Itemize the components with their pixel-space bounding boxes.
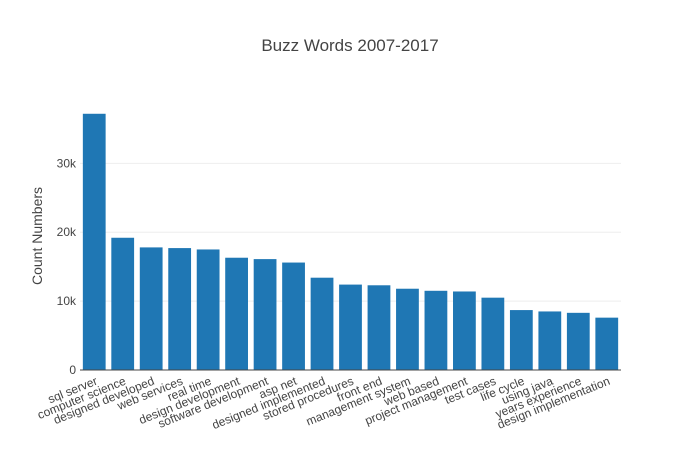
bars-layer xyxy=(82,113,619,370)
y-axis-label: Count Numbers xyxy=(29,187,45,285)
bar xyxy=(424,290,448,370)
bar xyxy=(538,311,562,370)
bar xyxy=(453,291,476,370)
bar xyxy=(253,259,277,370)
y-tick-labels: 0 10k 20k 30k xyxy=(57,156,77,377)
bar xyxy=(139,247,163,370)
bar xyxy=(168,248,192,370)
bar xyxy=(225,257,248,370)
bar xyxy=(396,288,419,370)
bar xyxy=(310,277,334,370)
y-tick-label: 30k xyxy=(57,156,77,170)
y-tick-label: 10k xyxy=(57,294,77,308)
bar xyxy=(282,262,305,370)
bar xyxy=(595,317,619,370)
bar xyxy=(82,113,106,370)
bar xyxy=(367,285,391,370)
bar xyxy=(196,249,220,370)
bar xyxy=(566,312,590,370)
y-tick-label: 20k xyxy=(57,225,77,239)
chart-title: Buzz Words 2007-2017 xyxy=(261,36,438,55)
y-tick-label: 0 xyxy=(69,363,76,377)
bar xyxy=(481,297,505,370)
bar xyxy=(509,310,533,370)
bar xyxy=(111,237,135,370)
bar xyxy=(339,284,362,370)
